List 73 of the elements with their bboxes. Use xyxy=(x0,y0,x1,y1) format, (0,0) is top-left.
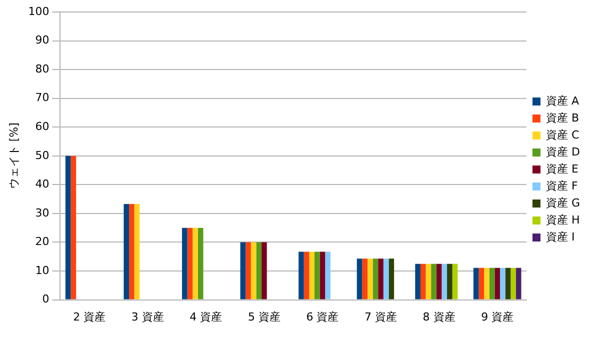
bar xyxy=(134,204,140,300)
bar xyxy=(426,264,432,300)
y-tick-label: 30 xyxy=(35,206,50,220)
bar xyxy=(192,228,198,300)
x-tick-label: 3 資産 xyxy=(131,310,164,324)
bar xyxy=(436,264,442,300)
bar xyxy=(484,268,490,300)
bar xyxy=(489,268,495,300)
bar xyxy=(415,264,420,300)
bar xyxy=(420,264,426,300)
bar xyxy=(356,258,362,300)
bar xyxy=(505,268,511,300)
bar xyxy=(442,264,448,300)
legend-label: 資産 C xyxy=(546,128,580,142)
x-tick-label: 9 資産 xyxy=(481,310,514,324)
x-tick-label: 4 資産 xyxy=(190,310,222,324)
x-tick-label: 8 資産 xyxy=(422,310,456,324)
legend-label: 資産 G xyxy=(546,196,580,210)
legend-label: 資産 F xyxy=(546,179,578,192)
x-tick-label: 6 資産 xyxy=(306,310,339,324)
bar xyxy=(500,268,506,300)
y-tick-label: 70 xyxy=(35,91,50,104)
bar xyxy=(362,258,368,300)
bar xyxy=(378,258,384,300)
legend-label: 資産 A xyxy=(546,94,580,108)
bar xyxy=(198,228,204,300)
bar xyxy=(510,268,516,300)
bar xyxy=(388,258,394,300)
y-tick-label: 100 xyxy=(28,4,50,18)
bar xyxy=(320,252,326,300)
bar xyxy=(124,204,130,300)
bar xyxy=(246,242,251,300)
x-tick-label: 2 資産 xyxy=(73,310,106,324)
bar xyxy=(516,268,522,300)
y-tick-label: 90 xyxy=(35,34,50,47)
legend-label: 資産 I xyxy=(546,230,575,244)
bar xyxy=(431,264,436,300)
bar xyxy=(187,228,193,300)
bar xyxy=(325,252,330,300)
x-tick-label: 5 資産 xyxy=(248,310,280,324)
bar xyxy=(452,264,458,300)
bar xyxy=(473,268,479,300)
bar xyxy=(256,242,262,300)
y-tick-label: 10 xyxy=(35,264,50,277)
y-tick-label: 80 xyxy=(35,62,50,76)
bar xyxy=(240,242,246,300)
bar xyxy=(304,252,310,300)
bar xyxy=(309,252,315,300)
bar xyxy=(478,268,484,300)
y-tick-label: 50 xyxy=(35,148,50,162)
bar xyxy=(447,264,452,300)
bar xyxy=(372,258,378,300)
bar xyxy=(383,258,389,300)
x-tick-label: 7 資産 xyxy=(364,310,398,324)
bar xyxy=(182,228,188,300)
y-tick-label: 60 xyxy=(35,120,50,133)
y-axis-title: ウェイト [%] xyxy=(7,122,20,190)
bar xyxy=(65,156,71,300)
bar xyxy=(367,258,373,300)
y-tick-label: 0 xyxy=(42,292,50,306)
legend-label: 資産 H xyxy=(546,213,580,226)
bar xyxy=(70,156,76,300)
legend-label: 資産 E xyxy=(546,162,578,176)
y-tick-label: 20 xyxy=(35,235,50,248)
legend-label: 資産 B xyxy=(546,111,580,124)
bar xyxy=(298,252,304,300)
bar xyxy=(262,242,267,300)
bar xyxy=(129,204,134,300)
bar xyxy=(314,252,320,300)
y-tick-label: 40 xyxy=(35,178,50,191)
bar xyxy=(494,268,500,300)
legend-label: 資産 D xyxy=(546,145,580,158)
bar xyxy=(250,242,256,300)
